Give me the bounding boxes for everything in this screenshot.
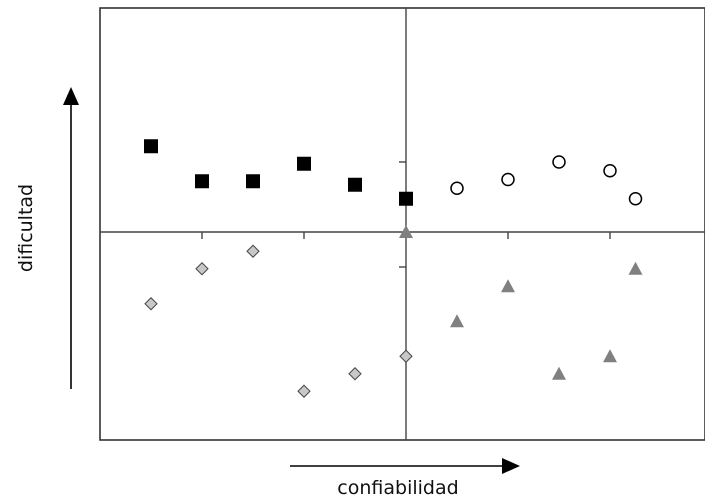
data-point-square [246, 174, 260, 189]
data-point-diamond [297, 384, 311, 398]
data-point-diamond [348, 367, 362, 381]
data-point-circle [450, 181, 464, 195]
data-point-diamond [195, 262, 209, 276]
data-point-circle [501, 172, 515, 187]
data-point-square [399, 191, 413, 206]
plot-frame [99, 7, 705, 441]
data-point-circle [603, 164, 617, 178]
data-point-triangle [501, 279, 515, 293]
data-point-square [297, 156, 311, 171]
data-point-diamond [144, 297, 158, 311]
data-point-triangle [450, 314, 464, 328]
y-axis-label: dificultad [15, 184, 37, 272]
data-point-square [144, 139, 158, 154]
data-point-diamond [399, 349, 413, 363]
data-point-square [348, 177, 362, 192]
data-point-triangle [399, 225, 413, 238]
x-direction-arrow-head [502, 458, 520, 474]
data-point-square [195, 174, 209, 189]
data-point-triangle [552, 366, 566, 380]
data-point-circle [552, 155, 566, 169]
data-point-triangle [603, 349, 617, 363]
data-point-diamond [246, 244, 260, 258]
y-direction-arrow-head [63, 87, 79, 105]
data-point-triangle [628, 261, 643, 275]
x-axis-label: confiabilidad [337, 477, 458, 499]
data-point-circle [628, 192, 643, 206]
